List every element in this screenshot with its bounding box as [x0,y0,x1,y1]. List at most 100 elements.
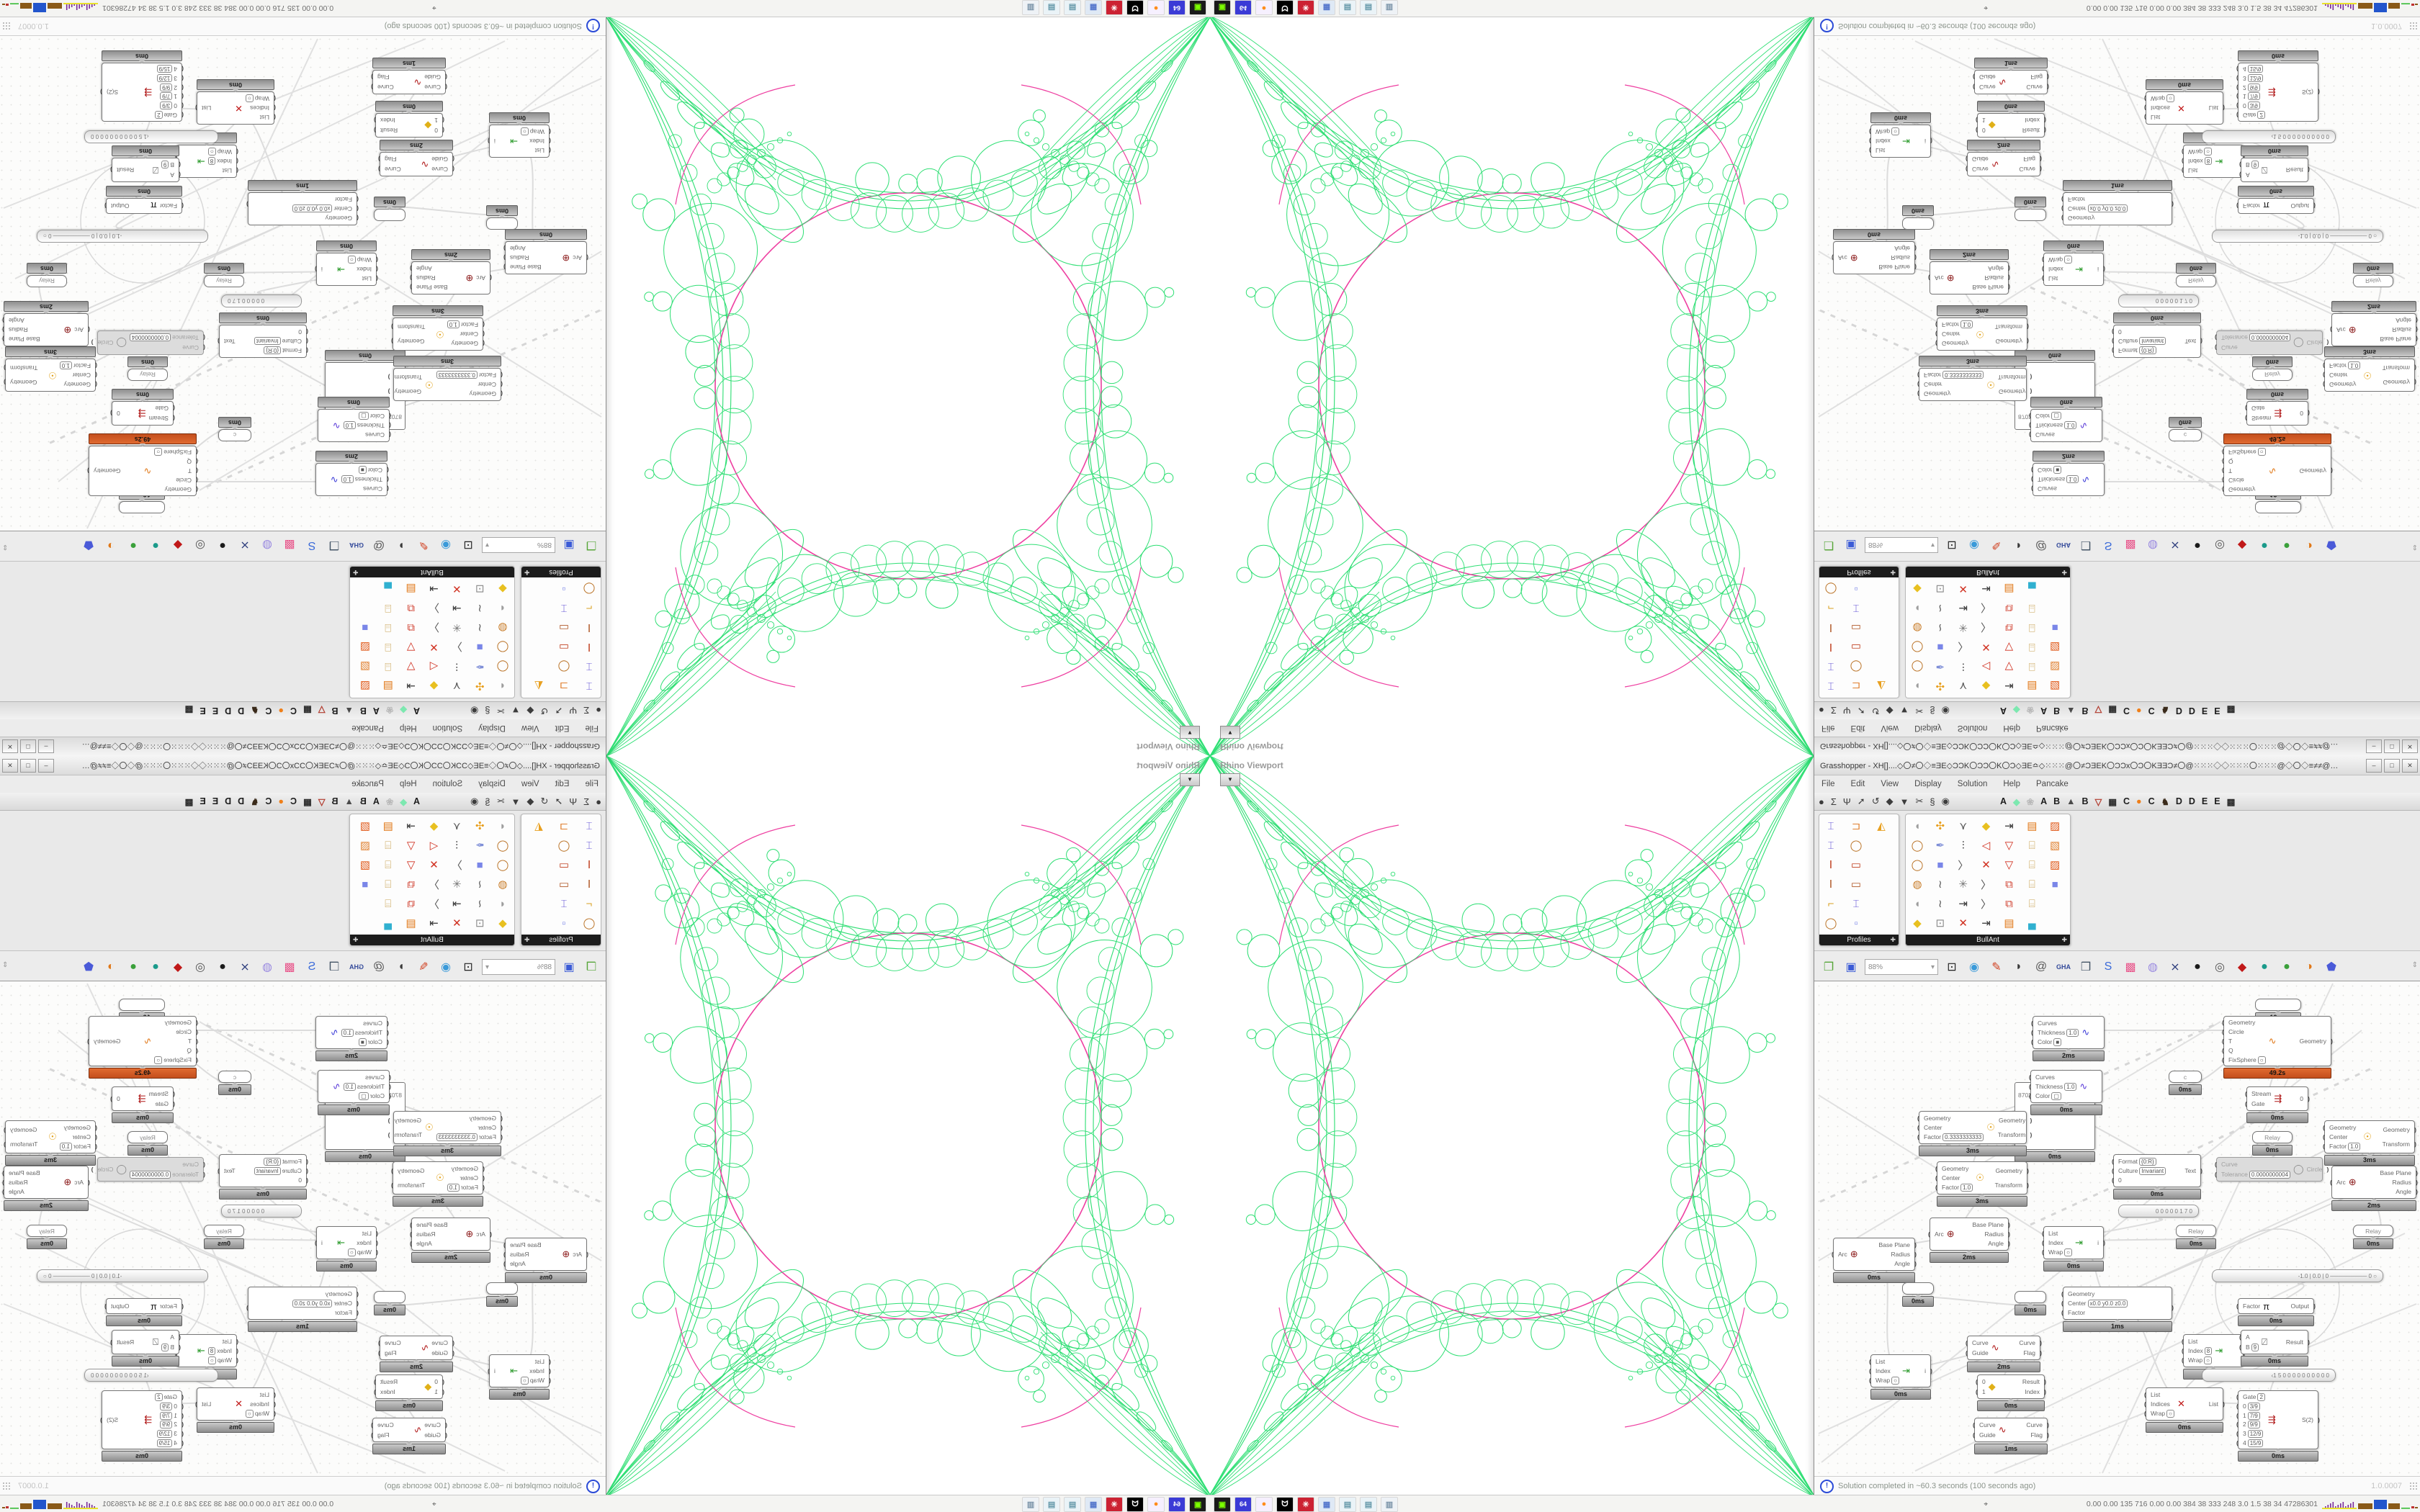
gh-relay[interactable]: 0ms [374,197,405,221]
chevron-down-icon[interactable]: ▾ [1930,963,1935,971]
component-body[interactable]: ListIndexWrap○⇥i [1870,125,1931,158]
port[interactable]: Geometry [165,485,192,494]
component-icon[interactable]: ⌸ [385,878,392,891]
port[interactable]: List [2144,1390,2160,1399]
port[interactable]: Transform [395,373,422,382]
component-icon[interactable]: ⇥ [429,582,439,595]
port[interactable]: CultureInvariant [254,337,302,346]
component-icon[interactable]: ≀ [478,898,482,910]
port[interactable]: Wrap○ [2048,255,2072,264]
value-chip[interactable]: 1.0 [59,361,72,369]
port[interactable]: Circle [2307,1165,2329,1174]
component-icon[interactable]: 〉 [428,621,439,634]
port[interactable]: Wrap○ [521,127,544,136]
port[interactable]: Index8 [207,157,232,166]
number-slider[interactable]: 0 0 0 0 0 1 7 0 [2118,1205,2199,1218]
component-icon[interactable]: ✒ [1935,840,1945,852]
viewport-dropdown-button[interactable]: ▼ [1220,726,1240,739]
gh-canvas[interactable]: 19msGeometryCircleTQFixSphere○∿Geometry4… [1814,35,2420,531]
rings-icon[interactable]: ◎ [195,961,205,973]
value-chip[interactable]: ■ [2053,1038,2062,1047]
value-chip[interactable]: 3/9 [2247,1402,2260,1410]
component-icon[interactable]: ⋎ [1959,820,1968,832]
half-orange-icon[interactable]: ◑ [2305,539,2313,552]
component-icon[interactable]: ◯ [496,660,509,672]
port[interactable]: Geometry [165,1018,192,1027]
component-icon[interactable]: ⌸ [385,897,392,910]
tab-tab-c1[interactable]: C [290,706,297,716]
component-icon[interactable]: ✣ [475,680,485,692]
gh-slider[interactable]: -1.0 | 0.0 | 0 ───────── 0 ○ [2212,1269,2383,1282]
port[interactable]: List [1869,1357,1885,1366]
component-body[interactable]: CurveGuide∿CurveFlag [380,152,453,176]
port[interactable]: i [494,137,496,145]
port[interactable]: FixSphere○ [154,1056,192,1064]
menu-help[interactable]: Help [399,780,417,788]
port[interactable]: Circle [2228,476,2244,485]
relay-body[interactable]: c [2169,429,2202,441]
component-body[interactable]: CurveGuide∿CurveFlag [372,1418,446,1442]
value-chip[interactable]: ○ [521,127,529,135]
port[interactable]: Stream [2251,414,2271,423]
tab-params[interactable]: ● [1819,705,1824,716]
port[interactable]: Radius [510,1250,529,1259]
port[interactable]: Transform [398,323,425,331]
tab-tab-a1[interactable]: A [1999,796,2007,806]
component-icon[interactable]: ◆ [1981,680,1991,692]
value-chip[interactable]: ○ [246,94,254,102]
port[interactable]: Geometry [2068,214,2094,222]
notepad-icon[interactable]: ▤ [1064,0,1081,16]
tab-brain[interactable]: ❀ [2026,796,2035,807]
value-chip[interactable]: ○ [154,448,163,456]
gh-relay[interactable]: Relay 0ms [2252,1131,2293,1156]
component-body[interactable]: ListIndex8Wrap○⇥ [176,1334,237,1367]
tab-intersect[interactable]: ✂ [496,706,505,716]
rings-icon[interactable]: ◎ [2215,961,2225,973]
gh-component[interactable]: CurveTolerance0.0000000004◯Circle [2215,1157,2329,1182]
sketch-pen-icon[interactable]: ✎ [418,539,429,551]
shuffle-icon[interactable]: ⨯ [240,539,250,551]
component-icon[interactable]: ■ [2051,621,2058,634]
gha-icon[interactable]: GHA [349,963,364,971]
gh-component[interactable]: Arc⊕Base PlaneRadiusAngle0ms [1833,229,1915,274]
component-icon[interactable]: ⌶ [560,897,568,910]
relay-body[interactable]: Relay [2353,1225,2393,1237]
relay-body[interactable] [374,1291,405,1303]
port[interactable]: Geometry [2228,485,2255,494]
gh-component[interactable]: Gate203/917/929/9312/9415/9⇶S(2)0ms [102,50,182,122]
port[interactable]: Color▢ [359,411,385,420]
tab-display[interactable]: ◉ [470,706,479,716]
component-icon[interactable]: ◯ [1911,641,1924,653]
value-chip[interactable]: 1.0 [343,421,356,430]
gh-relay[interactable]: Relay 0ms [2176,1225,2216,1249]
tab-tab-b2[interactable]: B [331,706,339,716]
tab-curve[interactable]: ↺ [540,706,549,716]
tab-tab-d1[interactable]: D [2175,706,2182,716]
value-chip[interactable]: 1.0 [2066,475,2079,484]
port[interactable]: Curve [1972,165,1989,174]
tab-tab-c2[interactable]: C [265,796,272,806]
gh-component[interactable]: GeometryCenterFactor1.0☉GeometryTransfor… [5,346,96,392]
component-icon[interactable]: Ⅰ [1829,621,1833,634]
gh-component[interactable]: Arc⊕Base PlaneRadiusAngle0ms [1832,1238,1917,1283]
gh-component[interactable]: GeometryCircleTQFixSphere○∿Geometry49.2s [89,433,197,496]
component-icon[interactable]: ⌐ [586,897,593,910]
pin-green-icon[interactable]: ● [130,960,137,973]
shuffle-icon[interactable]: ⨯ [2170,961,2180,973]
port[interactable]: Factor [335,1308,352,1317]
blue-poly-icon[interactable]: ⬟ [84,539,94,551]
pin-green-icon[interactable]: ● [130,539,137,552]
port[interactable]: 415/9 [2243,65,2264,73]
component-body[interactable]: Arc⊕Base PlaneRadiusAngle [4,313,89,346]
port[interactable]: T [188,1037,192,1045]
port[interactable]: List [362,274,372,283]
component-body[interactable]: StreamGate⇶0 [2246,401,2308,426]
number-slider[interactable]: ‹1 5 0 0 0 0 0 0 0 0 0 0 [2202,130,2336,143]
component-icon[interactable]: ▽ [406,660,416,672]
tab-curve[interactable]: ↺ [540,796,549,806]
port[interactable]: Curves [2038,485,2057,493]
component-body[interactable]: CurvesThickness1.0Color▢∿ [2030,409,2102,442]
component-body[interactable]: GeometryCenterx0.0 y0.0 z0.0Factor [248,1287,357,1320]
relay-body[interactable]: Relay [2252,369,2293,381]
component-body[interactable]: CurveGuide∿CurveFlag [372,70,446,94]
